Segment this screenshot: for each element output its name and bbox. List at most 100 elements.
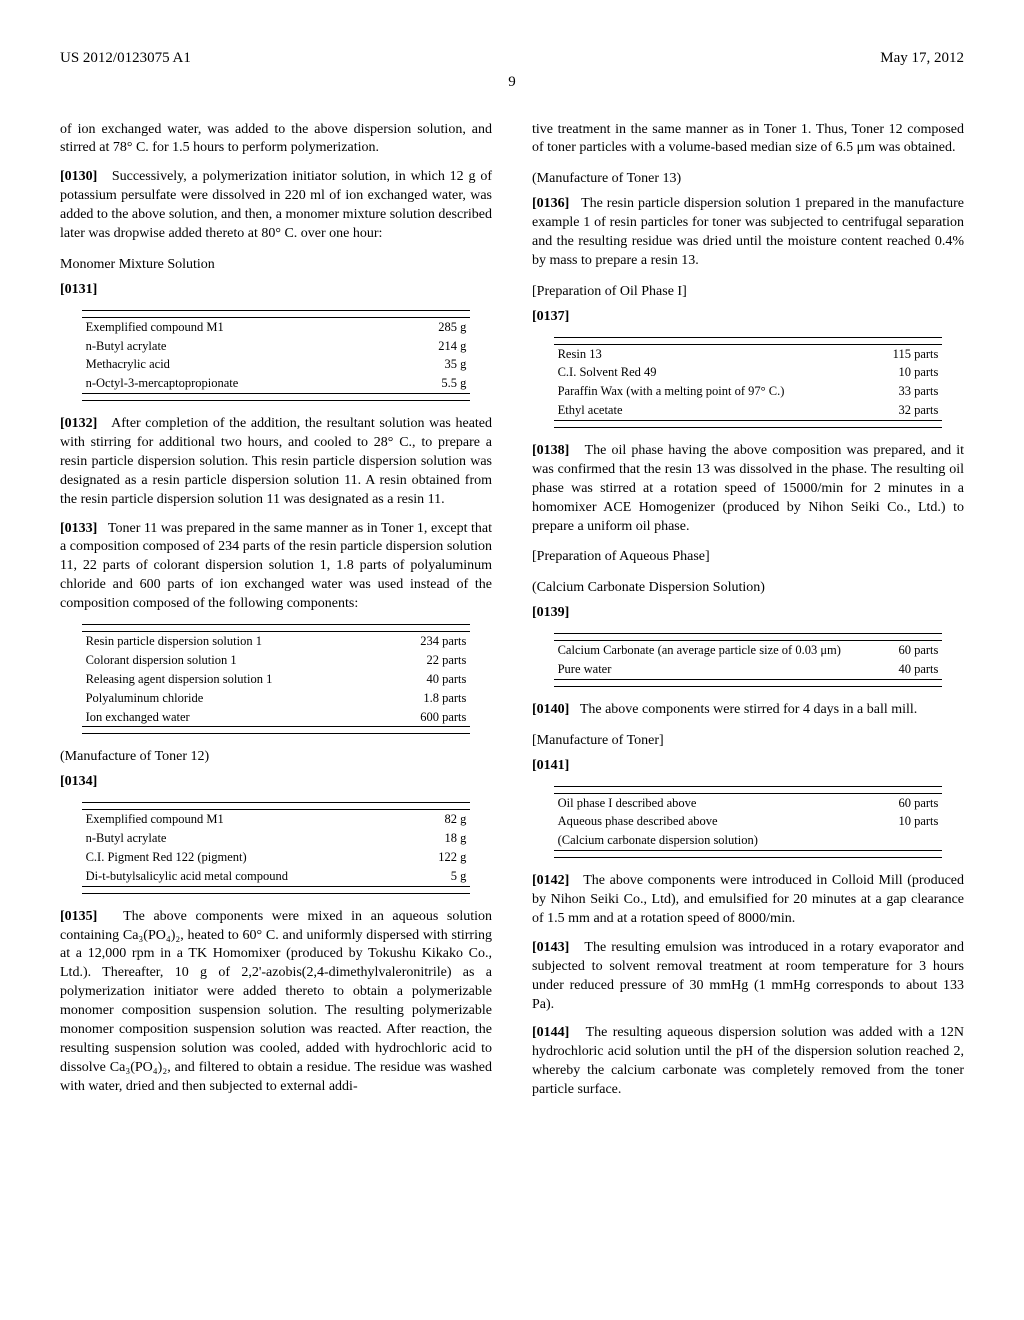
table-cell: 5.5 g	[399, 374, 470, 393]
manufacture-toner-table: Oil phase I described above60 parts Aque…	[554, 786, 943, 859]
para-number: [0143]	[532, 940, 569, 955]
para-number: [0132]	[60, 416, 97, 431]
table-cell: 32 parts	[870, 401, 942, 420]
table-cell: 5 g	[413, 867, 470, 886]
page-header: US 2012/0123075 A1 May 17, 2012	[60, 48, 964, 68]
table-cell: Pure water	[554, 660, 888, 679]
paragraph-0138: [0138] The oil phase having the above co…	[532, 442, 964, 536]
table-cell: 234 parts	[386, 632, 471, 651]
para-number: [0131]	[60, 282, 97, 297]
table-cell: (Calcium carbonate dispersion solution)	[554, 831, 870, 850]
aqueous-phase-label: [Preparation of Aqueous Phase]	[532, 548, 964, 567]
continuation-paragraph: tive treatment in the same manner as in …	[532, 121, 964, 159]
table-cell: Ethyl acetate	[554, 401, 870, 420]
manufacture-toner-label: [Manufacture of Toner]	[532, 732, 964, 751]
para-number: [0135]	[60, 909, 97, 924]
para-text: The oil phase having the above compositi…	[532, 443, 964, 534]
table-cell: 600 parts	[386, 708, 471, 727]
table-cell: 82 g	[413, 810, 470, 829]
table-cell: 122 g	[413, 848, 470, 867]
table-cell: 40 parts	[386, 670, 471, 689]
table-cell: 22 parts	[386, 651, 471, 670]
oil-phase-table: Resin 13115 parts C.I. Solvent Red 4910 …	[554, 337, 943, 429]
paragraph-0134: [0134]	[60, 773, 492, 792]
paragraph-0141: [0141]	[532, 757, 964, 776]
page-number: 9	[60, 72, 964, 92]
para-number: [0142]	[532, 873, 569, 888]
paragraph-0139: [0139]	[532, 604, 964, 623]
table-cell: C.I. Pigment Red 122 (pigment)	[82, 848, 414, 867]
table-cell: n-Octyl-3-mercaptopropionate	[82, 374, 399, 393]
table-cell: Exemplified compound M1	[82, 317, 399, 336]
para-number: [0137]	[532, 309, 569, 324]
doc-number: US 2012/0123075 A1	[60, 48, 191, 68]
table-cell: Calcium Carbonate (an average particle s…	[554, 641, 888, 660]
para-number: [0141]	[532, 758, 569, 773]
para-text: Toner 11 was prepared in the same manner…	[60, 521, 492, 612]
para-number: [0136]	[532, 196, 569, 211]
para-number: [0139]	[532, 605, 569, 620]
table-cell: 33 parts	[870, 382, 942, 401]
toner13-label: (Manufacture of Toner 13)	[532, 170, 964, 189]
para-text: The resulting aqueous dispersion solutio…	[532, 1025, 964, 1097]
table-cell: 214 g	[399, 337, 470, 356]
table-cell: n-Butyl acrylate	[82, 829, 414, 848]
composition-table: Resin particle dispersion solution 1234 …	[82, 624, 471, 734]
para-number: [0138]	[532, 443, 569, 458]
table-cell: C.I. Solvent Red 49	[554, 363, 870, 382]
right-column: tive treatment in the same manner as in …	[532, 121, 964, 1110]
table-cell: 35 g	[399, 355, 470, 374]
para-number: [0140]	[532, 702, 569, 717]
para-number: [0130]	[60, 169, 97, 184]
paragraph-0137: [0137]	[532, 308, 964, 327]
table-cell: 10 parts	[870, 812, 943, 831]
paragraph-0131: [0131]	[60, 281, 492, 300]
para-number: [0134]	[60, 774, 97, 789]
paragraph-0143: [0143] The resulting emulsion was introd…	[532, 939, 964, 1015]
paragraph-0142: [0142] The above components were introdu…	[532, 872, 964, 929]
paragraph-0144: [0144] The resulting aqueous dispersion …	[532, 1024, 964, 1100]
para-text: Successively, a polymerization initiator…	[60, 169, 492, 241]
paragraph-0130: [0130] Successively, a polymerization in…	[60, 168, 492, 244]
toner12-label: (Manufacture of Toner 12)	[60, 748, 492, 767]
table-cell: Paraffin Wax (with a melting point of 97…	[554, 382, 870, 401]
table-cell: Aqueous phase described above	[554, 812, 870, 831]
table-cell: 18 g	[413, 829, 470, 848]
doc-date: May 17, 2012	[880, 48, 964, 68]
monomer-mixture-table: Exemplified compound M1285 g n-Butyl acr…	[82, 310, 471, 402]
para-text: The resin particle dispersion solution 1…	[532, 196, 964, 268]
toner12-components-table: Exemplified compound M182 g n-Butyl acry…	[82, 802, 471, 894]
caco3-label: (Calcium Carbonate Dispersion Solution)	[532, 579, 964, 598]
paragraph-0136: [0136] The resin particle dispersion sol…	[532, 195, 964, 271]
table-cell: Methacrylic acid	[82, 355, 399, 374]
left-column: of ion exchanged water, was added to the…	[60, 121, 492, 1110]
para-number: [0144]	[532, 1025, 569, 1040]
table-cell: Resin particle dispersion solution 1	[82, 632, 386, 651]
para-text: The resulting emulsion was introduced in…	[532, 940, 964, 1012]
table-cell: 40 parts	[887, 660, 942, 679]
table-cell: Oil phase I described above	[554, 793, 870, 812]
oil-phase-label: [Preparation of Oil Phase I]	[532, 283, 964, 302]
table-cell: 60 parts	[870, 793, 943, 812]
caco3-table: Calcium Carbonate (an average particle s…	[554, 633, 943, 687]
monomer-mixture-label: Monomer Mixture Solution	[60, 256, 492, 275]
paragraph-0140: [0140] The above components were stirred…	[532, 701, 964, 720]
table-cell: 285 g	[399, 317, 470, 336]
table-cell: Di-t-butylsalicylic acid metal compound	[82, 867, 414, 886]
table-cell: 1.8 parts	[386, 689, 471, 708]
table-cell: Ion exchanged water	[82, 708, 386, 727]
paragraph-0132: [0132] After completion of the addition,…	[60, 415, 492, 509]
table-cell: Colorant dispersion solution 1	[82, 651, 386, 670]
paragraph-0135: [0135] The above components were mixed i…	[60, 908, 492, 1097]
table-cell: Polyaluminum chloride	[82, 689, 386, 708]
para-text: After completion of the addition, the re…	[60, 416, 492, 507]
table-cell	[870, 831, 943, 850]
para-text: The above components were stirred for 4 …	[580, 702, 917, 717]
paragraph-0133: [0133] Toner 11 was prepared in the same…	[60, 520, 492, 614]
table-cell: Exemplified compound M1	[82, 810, 414, 829]
table-cell: n-Butyl acrylate	[82, 337, 399, 356]
table-cell: 115 parts	[870, 344, 942, 363]
continuation-paragraph: of ion exchanged water, was added to the…	[60, 121, 492, 159]
para-number: [0133]	[60, 521, 97, 536]
para-text: The above components were mixed in an aq…	[60, 909, 492, 1094]
